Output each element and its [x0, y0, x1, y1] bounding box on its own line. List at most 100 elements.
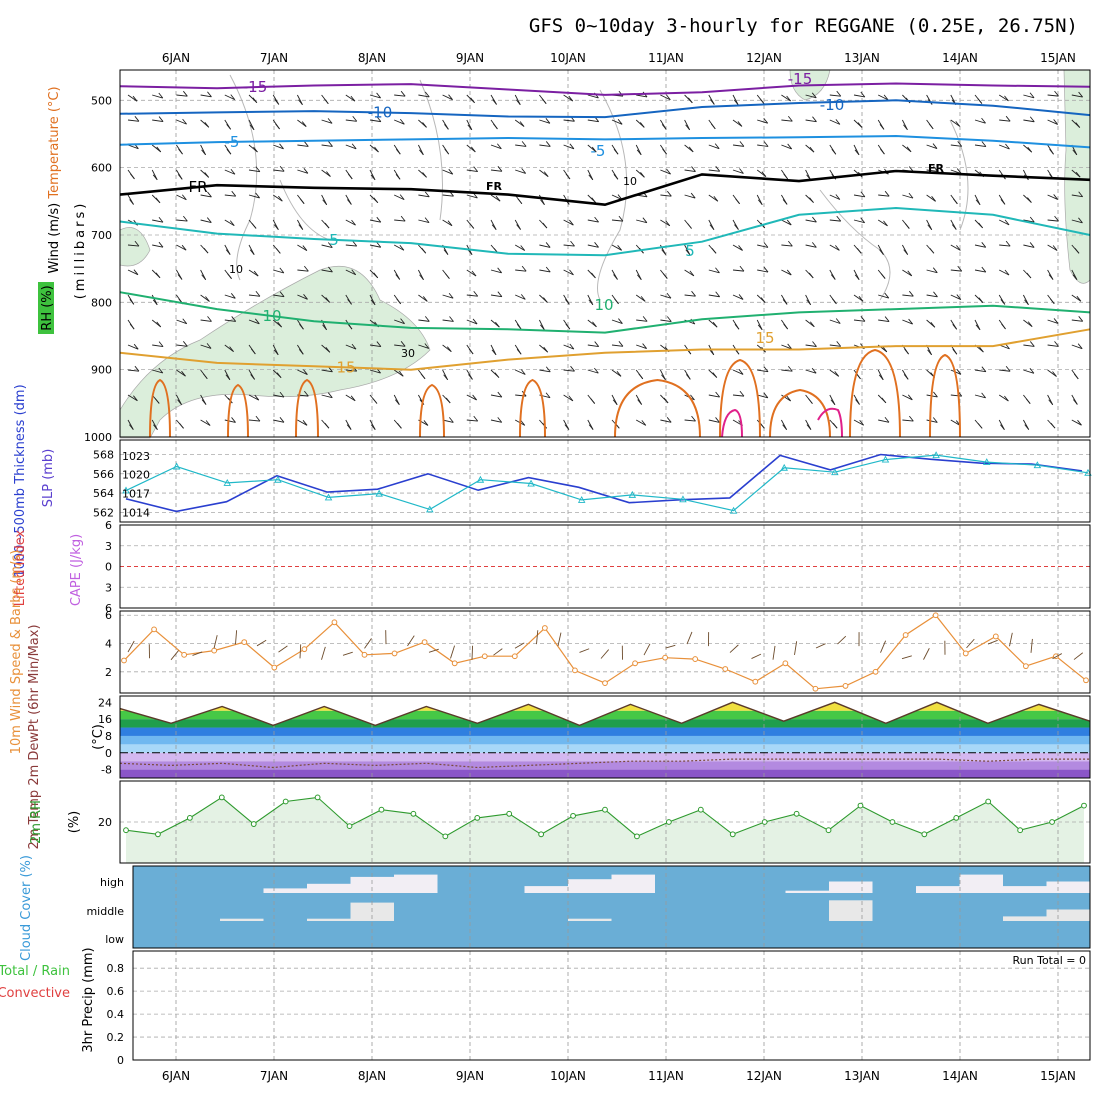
wind-barb — [200, 219, 212, 223]
wind-barb — [829, 369, 840, 377]
rh-2m-marker — [538, 831, 545, 838]
wind-barb — [369, 344, 381, 348]
wind-barb-flag — [322, 199, 328, 206]
isotherm-line — [119, 328, 1091, 371]
wind-barb — [345, 144, 357, 150]
wind-barb-flag — [979, 346, 984, 353]
wind-speed-marker — [211, 647, 218, 654]
wind-barb — [781, 394, 791, 402]
wind-barb-flag — [975, 199, 981, 206]
wind-barb — [539, 169, 549, 177]
y-tick-label: 24 — [98, 696, 112, 709]
y-tick-right: 1014 — [122, 507, 150, 520]
wind-barb — [563, 344, 575, 350]
wind-barb — [297, 269, 309, 272]
wind-barb-flag — [977, 423, 983, 429]
wind-barb-flag — [932, 143, 938, 149]
wind-barb-flag — [665, 220, 671, 227]
rh-2m-marker — [218, 794, 225, 801]
wind-barb-flag — [613, 174, 619, 180]
wind-barb-flag — [763, 266, 769, 273]
cloud-cell — [1046, 881, 1090, 893]
slp-marker — [831, 468, 839, 476]
wind-barb-flag — [424, 217, 430, 223]
wind-barb-flag — [467, 124, 473, 131]
wind-barb-flag — [494, 372, 500, 378]
slp-marker — [881, 455, 890, 463]
wind-barb — [829, 344, 841, 347]
wind-barb — [805, 94, 817, 99]
wind-barb-flag — [303, 369, 308, 375]
panel-frame-wind — [119, 610, 1091, 694]
wind-barb — [708, 194, 719, 202]
date-label-top: 7JAN — [260, 51, 288, 65]
thickness-ylabel: 1000~500mb Thickness (dm) — [13, 384, 28, 577]
wind-barb-flag — [830, 399, 836, 406]
wind-barb — [999, 219, 1010, 226]
temp-color-band — [120, 769, 1090, 778]
wind-barb-flag — [227, 273, 232, 279]
wind-barb-flag — [521, 265, 527, 272]
wind-barb-flag — [129, 199, 134, 205]
wind-barb-flag — [327, 242, 333, 248]
isotherm-line — [227, 383, 249, 438]
rh-2m-marker — [378, 806, 385, 813]
wind-barb-flag — [276, 372, 282, 378]
chart-title: GFS 0~10day 3-hourly for REGGANE (0.25E,… — [529, 15, 1078, 37]
wind-barb — [999, 119, 1011, 122]
wind-barb-flag — [1052, 245, 1058, 251]
rh-legend-swatch — [38, 282, 54, 334]
slp-marker — [527, 479, 535, 487]
wind-barb-flag — [836, 341, 842, 347]
wind-barb-flag — [155, 272, 161, 279]
wind-barb-flag — [470, 97, 475, 104]
wind-barb-flag — [520, 245, 526, 251]
wind-barb-flag — [880, 148, 885, 155]
panel-frame-upper — [119, 69, 1091, 438]
rh-shaded-area — [119, 266, 431, 439]
cloud-cell — [307, 918, 351, 921]
wind-barb-flag — [642, 316, 648, 322]
wind-barb — [950, 294, 962, 300]
wind-barb-flag — [182, 215, 188, 222]
wind-barb-flag — [738, 369, 744, 375]
wind-barb-flag — [1029, 367, 1035, 374]
wind-barb — [418, 94, 430, 98]
rh-2m-marker — [634, 833, 640, 840]
wind-barb — [200, 194, 212, 198]
wind-barb-10m — [643, 643, 651, 656]
wind-barb-flag — [881, 397, 887, 404]
wind-speed-marker — [812, 685, 819, 692]
wind-barb-flag — [638, 373, 644, 380]
wind-barb-flag — [1005, 365, 1011, 372]
wind-barb-10m — [493, 648, 503, 656]
wind-barb-flag — [930, 321, 936, 328]
temp-color-band — [120, 719, 1090, 728]
rh-2m-marker — [857, 802, 864, 809]
wind-barb-flag — [882, 346, 888, 353]
wind-barb — [732, 119, 743, 127]
wind-barb-flag — [739, 168, 744, 174]
wind-barb-flag — [1027, 197, 1032, 203]
wind-barb-flag — [1078, 316, 1084, 322]
wind-barb-flag — [346, 424, 352, 430]
wind-barb-flag — [713, 195, 719, 202]
wind-barb-flag — [467, 249, 473, 255]
wind-barb-flag — [709, 349, 715, 356]
wind-barb-flag — [618, 318, 623, 324]
wind-barb — [1023, 344, 1035, 347]
wind-barb — [853, 194, 865, 198]
wind-barb-flag — [661, 374, 666, 381]
wind-barb-flag — [569, 269, 574, 276]
wind-barb — [345, 94, 356, 102]
wind-barb-flag — [134, 240, 140, 247]
date-label-bottom: 7JAN — [260, 1069, 288, 1083]
wind-barb-flag — [445, 273, 450, 279]
wind-barb-flag — [594, 216, 599, 223]
wind-speed-marker — [361, 651, 368, 658]
wind-speed-marker — [511, 653, 518, 660]
date-label-bottom: 10JAN — [550, 1069, 586, 1083]
rh-contour — [597, 89, 628, 301]
wind-barb-flag — [1075, 122, 1081, 128]
wind-barb-flag — [1000, 199, 1006, 205]
